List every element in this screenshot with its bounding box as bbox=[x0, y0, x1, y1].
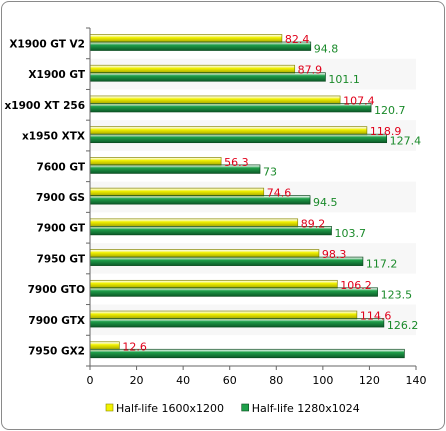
x-tick-label: 100 bbox=[312, 374, 333, 387]
legend-swatch bbox=[241, 403, 249, 412]
category-label: X1900 GT V2 bbox=[9, 38, 85, 50]
legend-label: Half-life 1600x1200 bbox=[116, 402, 224, 415]
category-label: 7900 GT bbox=[37, 223, 86, 235]
data-label-hl-1600: 56.3 bbox=[224, 156, 249, 169]
data-label-hl-1280: 120.7 bbox=[374, 104, 406, 117]
data-label-hl-1600: 87.9 bbox=[298, 64, 323, 77]
bar-hl-1280 bbox=[89, 41, 312, 51]
category-label: x1900 XT 256 bbox=[5, 100, 85, 112]
x-tick-label: 20 bbox=[130, 374, 144, 387]
labels-group: X1900 GT V2 X1900 GT x1900 XT 256 x1950 XTX… bbox=[5, 33, 422, 358]
data-label-hl-1280: 94.5 bbox=[313, 196, 338, 209]
x-tick-label: 60 bbox=[223, 374, 237, 387]
data-label-hl-1600: 74.6 bbox=[267, 187, 292, 200]
category-label: 7950 GT bbox=[37, 253, 86, 265]
data-label-hl-1280: 73 bbox=[263, 165, 277, 178]
data-label-hl-1600: 107.4 bbox=[343, 94, 375, 107]
data-label-hl-1600: 118.9 bbox=[370, 125, 402, 138]
category-label: x1950 XTX bbox=[22, 131, 85, 143]
category-label: 7900 GTX bbox=[28, 315, 85, 327]
x-tick-label: 40 bbox=[176, 374, 190, 387]
data-label-hl-1280: 123.5 bbox=[381, 288, 413, 301]
legend-swatch bbox=[105, 403, 114, 412]
category-label: 7600 GT bbox=[37, 161, 86, 173]
legend-label: Half-life 1280x1024 bbox=[252, 402, 360, 415]
data-label-hl-1600: 12.6 bbox=[122, 340, 147, 353]
x-tick-label: 120 bbox=[359, 374, 380, 387]
data-label-hl-1600: 114.6 bbox=[360, 310, 392, 323]
axes-group: 0 20 40 60 80 100 120 140 bbox=[86, 27, 427, 387]
legend: Half-life 1600x1200 Half-life 1280x1024 bbox=[105, 402, 360, 415]
bar-hl-1280 bbox=[89, 287, 378, 297]
data-label-hl-1600: 89.2 bbox=[301, 217, 326, 230]
bar-hl-1280 bbox=[89, 133, 388, 144]
x-tick-label: 80 bbox=[269, 374, 283, 387]
data-label-hl-1280: 127.4 bbox=[390, 135, 422, 148]
category-label: 7950 GX2 bbox=[28, 346, 85, 358]
data-label-hl-1280: 103.7 bbox=[334, 227, 366, 240]
data-label-hl-1280: 94.8 bbox=[314, 43, 339, 56]
bars-group bbox=[89, 34, 405, 359]
bar-hl-1280 bbox=[89, 72, 326, 82]
bar-hl-1280 bbox=[89, 318, 385, 328]
data-label-hl-1280: 126.2 bbox=[387, 319, 419, 332]
data-label-hl-1600: 98.3 bbox=[322, 248, 347, 261]
bar-hl-1280 bbox=[89, 103, 372, 113]
category-label: 7900 GS bbox=[36, 192, 85, 204]
data-label-hl-1600: 82.4 bbox=[285, 33, 310, 46]
data-label-hl-1280: 101.1 bbox=[328, 73, 360, 86]
x-tick-label: 140 bbox=[406, 374, 427, 387]
data-label-hl-1600: 106.2 bbox=[340, 279, 372, 292]
category-label: X1900 GT bbox=[28, 69, 85, 81]
data-label-hl-1280: 117.2 bbox=[366, 258, 398, 271]
category-label: 7900 GTO bbox=[28, 284, 85, 296]
x-tick-label: 0 bbox=[87, 374, 94, 387]
bar-hl-1280 bbox=[89, 226, 332, 236]
